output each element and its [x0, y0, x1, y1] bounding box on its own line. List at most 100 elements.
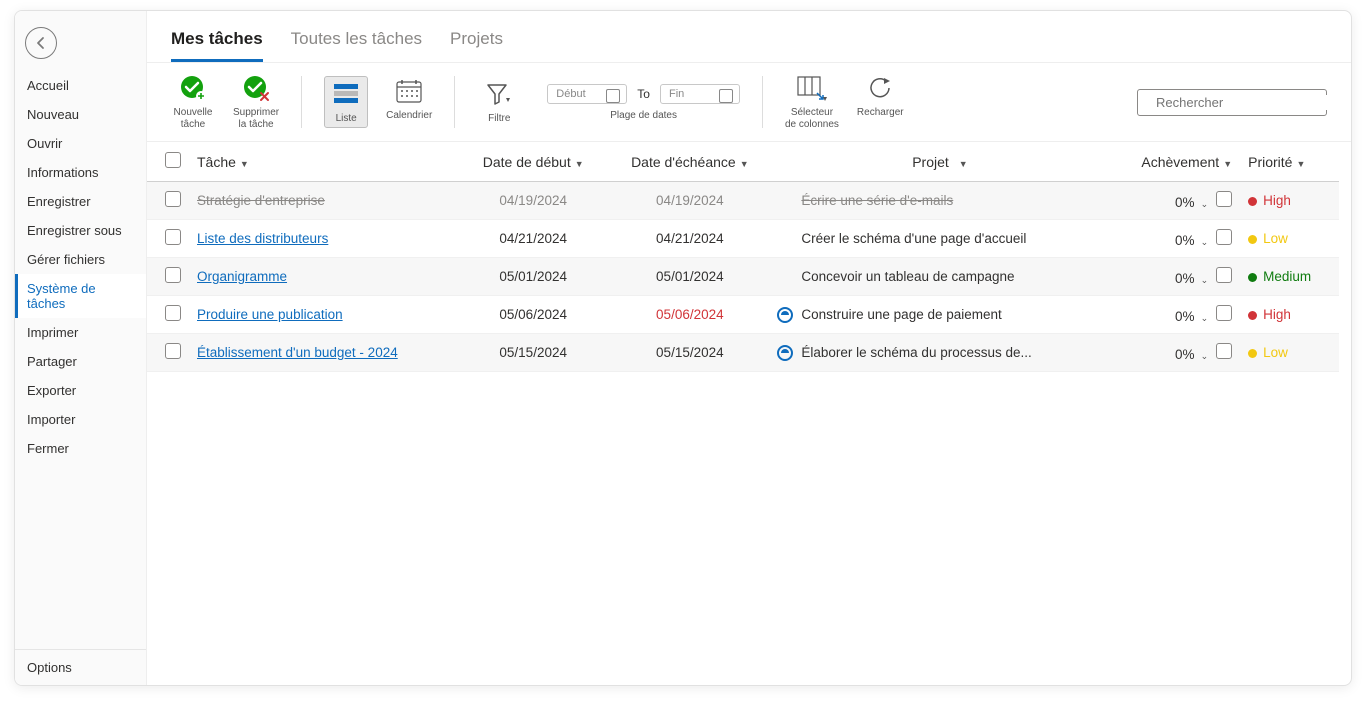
completion-checkbox[interactable]: [1216, 305, 1232, 321]
sidebar-item[interactable]: Système de tâches: [15, 274, 146, 318]
sort-icon: ▼: [575, 159, 584, 169]
col-priority[interactable]: Priorité▼: [1240, 142, 1339, 182]
reload-button[interactable]: Recharger: [857, 73, 904, 119]
new-task-button[interactable]: Nouvelle tâche: [171, 73, 215, 131]
chevron-down-icon: ⌄: [1201, 237, 1209, 248]
completion-cell[interactable]: 0%⌄: [1107, 334, 1241, 372]
sidebar: AccueilNouveauOuvrirInformationsEnregist…: [15, 11, 147, 685]
start-date: 05/15/2024: [460, 334, 606, 372]
task-link[interactable]: Organigramme: [197, 269, 287, 284]
tab[interactable]: Projets: [450, 29, 503, 62]
priority-cell: High: [1240, 296, 1339, 334]
col-due[interactable]: Date d'échéance▼: [606, 142, 773, 182]
priority-cell: Medium: [1240, 258, 1339, 296]
search-box[interactable]: [1137, 89, 1327, 116]
table-row: Organigramme05/01/202405/01/2024Concevoi…: [147, 258, 1339, 296]
due-date: 04/19/2024: [606, 182, 773, 220]
toolbar-group-view: Liste Calendrier: [324, 76, 432, 128]
column-selector-button[interactable]: Sélecteur de colonnes: [785, 73, 839, 131]
sidebar-item[interactable]: Importer: [15, 405, 146, 434]
check-plus-icon: [179, 74, 207, 102]
task-link[interactable]: Produire une publication: [197, 307, 343, 322]
date-range-group: Début To Fin Plage de dates: [547, 84, 740, 121]
toolbar-group-task: Nouvelle tâche Supprimer la tâche: [171, 73, 279, 131]
due-date: 04/21/2024: [606, 220, 773, 258]
filter-button[interactable]: Filtre: [477, 79, 521, 125]
task-link[interactable]: Liste des distributeurs: [197, 231, 328, 246]
col-start[interactable]: Date de début▼: [460, 142, 606, 182]
tab[interactable]: Mes tâches: [171, 29, 263, 62]
priority-dot-icon: [1248, 197, 1257, 206]
calendar-view-button[interactable]: Calendrier: [386, 76, 432, 122]
arrow-left-icon: [33, 35, 49, 51]
completion-cell[interactable]: 0%⌄: [1107, 296, 1241, 334]
priority-dot-icon: [1248, 235, 1257, 244]
task-link[interactable]: Établissement d'un budget - 2024: [197, 345, 398, 360]
date-end-input[interactable]: Fin: [660, 84, 740, 104]
row-checkbox[interactable]: [165, 343, 181, 359]
sidebar-item[interactable]: Ouvrir: [15, 129, 146, 158]
row-checkbox[interactable]: [165, 305, 181, 321]
sidebar-item[interactable]: Imprimer: [15, 318, 146, 347]
task-table-wrap: Tâche▼ Date de début▼ Date d'échéance▼ P…: [147, 142, 1351, 685]
list-view-label: Liste: [336, 113, 357, 125]
date-start-input[interactable]: Début: [547, 84, 627, 104]
list-view-button[interactable]: Liste: [324, 76, 368, 128]
toolbar-group-columns: Sélecteur de colonnes Recharger: [785, 73, 904, 131]
task-link[interactable]: Stratégie d'entreprise: [197, 193, 325, 208]
sidebar-item[interactable]: Exporter: [15, 376, 146, 405]
sidebar-item[interactable]: Informations: [15, 158, 146, 187]
back-button[interactable]: [25, 27, 57, 59]
tab[interactable]: Toutes les tâches: [291, 29, 422, 62]
toolbar-divider: [301, 76, 302, 128]
sidebar-item[interactable]: Fermer: [15, 434, 146, 463]
row-checkbox[interactable]: [165, 267, 181, 283]
completion-cell[interactable]: 0%⌄: [1107, 220, 1241, 258]
table-row: Produire une publication05/06/202405/06/…: [147, 296, 1339, 334]
date-to-label: To: [637, 87, 650, 101]
search-input[interactable]: [1156, 95, 1332, 110]
check-x-icon: [242, 74, 270, 102]
completion-checkbox[interactable]: [1216, 191, 1232, 207]
sidebar-item[interactable]: Nouveau: [15, 100, 146, 129]
sidebar-item[interactable]: Enregistrer sous: [15, 216, 146, 245]
main-panel: Mes tâches Toutes les tâches Projets Nouve…: [147, 11, 1351, 685]
toolbar-divider: [454, 76, 455, 128]
delete-task-button[interactable]: Supprimer la tâche: [233, 73, 279, 131]
priority-dot-icon: [1248, 311, 1257, 320]
completion-checkbox[interactable]: [1216, 229, 1232, 245]
sidebar-item[interactable]: Gérer fichiers: [15, 245, 146, 274]
funnel-icon: [486, 82, 512, 106]
reload-label: Recharger: [857, 107, 904, 119]
calendar-icon: [396, 79, 422, 103]
col-task[interactable]: Tâche▼: [189, 142, 460, 182]
list-icon: [333, 83, 359, 105]
col-completion[interactable]: Achèvement▼: [1107, 142, 1241, 182]
date-range-label: Plage de dates: [610, 110, 677, 121]
row-checkbox[interactable]: [165, 191, 181, 207]
chevron-down-icon: ⌄: [1201, 351, 1209, 362]
select-all-checkbox[interactable]: [165, 152, 181, 168]
sidebar-item[interactable]: Partager: [15, 347, 146, 376]
completion-cell[interactable]: 0%⌄: [1107, 258, 1241, 296]
completion-checkbox[interactable]: [1216, 267, 1232, 283]
reload-icon: [867, 75, 893, 101]
due-date: 05/01/2024: [606, 258, 773, 296]
sort-icon: ▼: [959, 159, 968, 169]
project-cell: Écrire une série d'e-mails: [773, 182, 1106, 220]
sidebar-options[interactable]: Options: [15, 649, 146, 685]
project-cell: Construire une page de paiement: [773, 296, 1106, 334]
row-checkbox[interactable]: [165, 229, 181, 245]
chevron-down-icon: ⌄: [1201, 313, 1209, 324]
col-project[interactable]: Projet▼: [773, 142, 1106, 182]
start-date: 05/06/2024: [460, 296, 606, 334]
sidebar-item[interactable]: Accueil: [15, 71, 146, 100]
completion-checkbox[interactable]: [1216, 343, 1232, 359]
chevron-down-icon: ⌄: [1201, 275, 1209, 286]
due-date: 05/15/2024: [606, 334, 773, 372]
sidebar-item[interactable]: Enregistrer: [15, 187, 146, 216]
completion-cell[interactable]: 0%⌄: [1107, 182, 1241, 220]
project-cell: Concevoir un tableau de campagne: [773, 258, 1106, 296]
table-row: Établissement d'un budget - 2024 05/15/20…: [147, 334, 1339, 372]
app-window: AccueilNouveauOuvrirInformationsEnregist…: [14, 10, 1352, 686]
